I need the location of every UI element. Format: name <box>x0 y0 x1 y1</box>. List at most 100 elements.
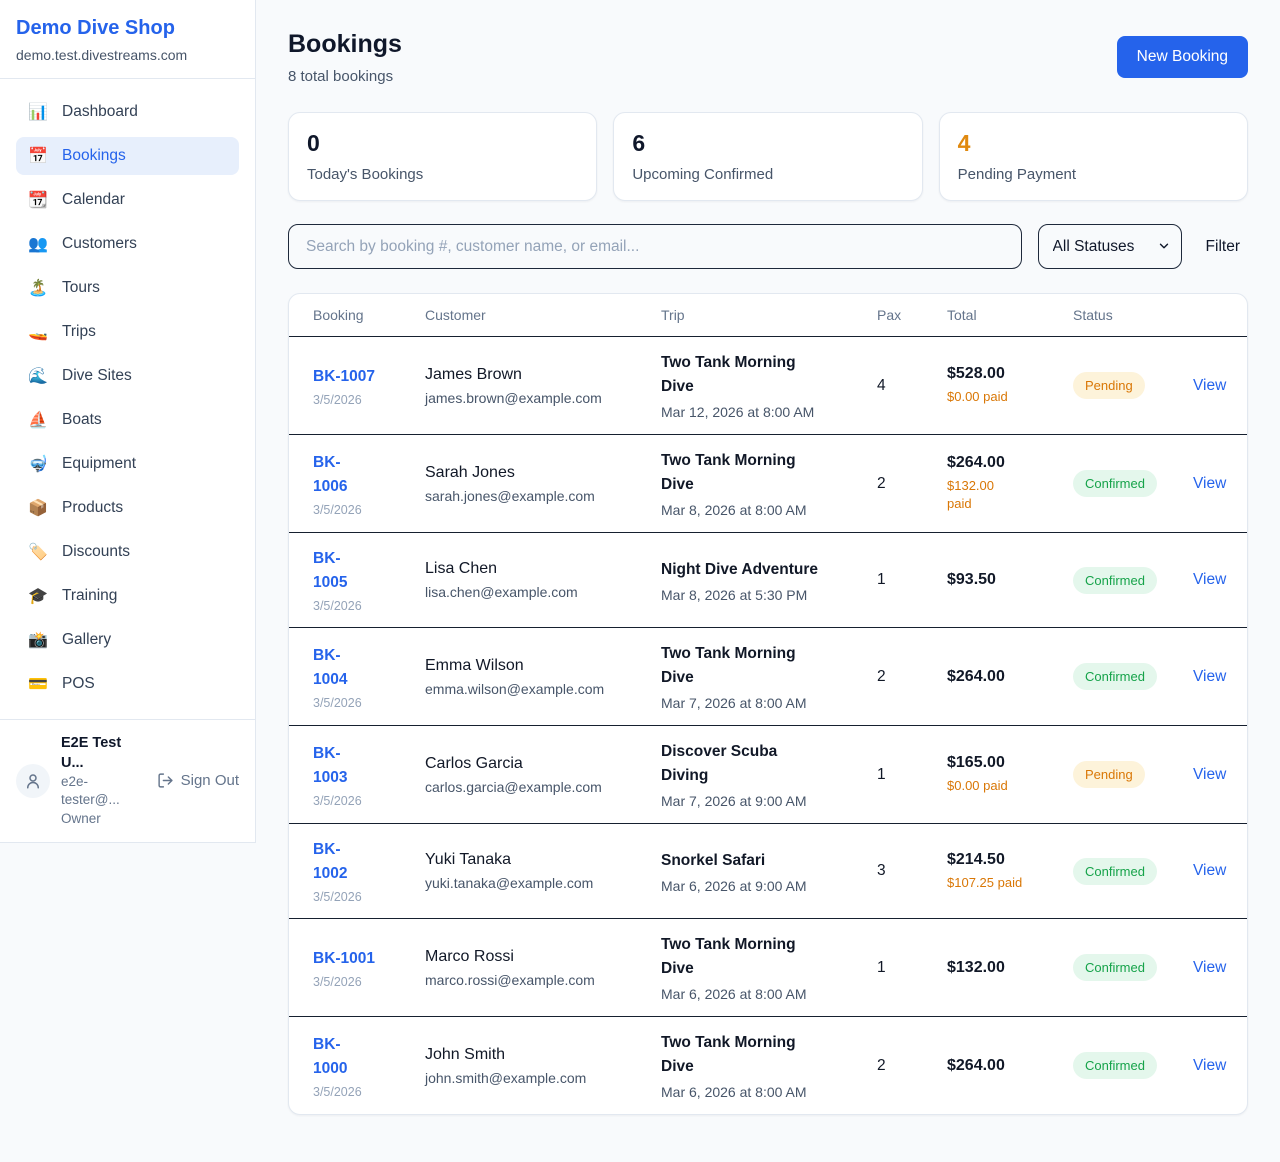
search-input[interactable] <box>288 224 1022 269</box>
stat-card-upcoming-confirmed: 6 Upcoming Confirmed <box>613 112 923 201</box>
sidebar-item-boats[interactable]: ⛵ Boats <box>16 401 239 439</box>
view-link[interactable]: View <box>1193 571 1227 588</box>
pax-count: 1 <box>877 958 886 976</box>
sidebar-item-trips[interactable]: 🚤 Trips <box>16 313 239 351</box>
sidebar-item-label: Dive Sites <box>62 367 132 384</box>
booking-id-link[interactable]: BK-1002 <box>313 841 348 882</box>
view-link[interactable]: View <box>1193 376 1227 394</box>
trip-name: Two Tank Morning Dive <box>661 645 796 686</box>
sidebar-item-calendar[interactable]: 📆 Calendar <box>16 181 239 219</box>
stats-row: 0 Today's Bookings 6 Upcoming Confirmed … <box>288 112 1248 201</box>
booking-date: 3/5/2026 <box>313 1084 362 1099</box>
table-row: BK-1006 3/5/2026 Sarah Jones sarah.jones… <box>289 434 1247 532</box>
sidebar-item-label: Discounts <box>62 543 131 560</box>
status-badge: Confirmed <box>1073 470 1157 497</box>
total-amount: $264.00 <box>947 667 1005 685</box>
view-link[interactable]: View <box>1193 765 1227 783</box>
trip-name: Two Tank Morning Dive <box>661 1034 796 1075</box>
user-footer: E2E Test U... e2e-tester@... Owner Sign … <box>0 719 255 842</box>
table-row: BK-1000 3/5/2026 John Smith john.smith@e… <box>289 1016 1247 1114</box>
pax-count: 2 <box>877 667 886 685</box>
view-link[interactable]: View <box>1193 958 1227 976</box>
table-body: BK-1007 3/5/2026 James Brown james.brown… <box>289 336 1247 1114</box>
sidebar-item-tours[interactable]: 🏝️ Tours <box>16 269 239 307</box>
booking-id-link[interactable]: BK-1004 <box>313 646 348 688</box>
booking-id-link[interactable]: BK-1005 <box>313 550 348 591</box>
customer-email: emma.wilson@example.com <box>425 680 605 697</box>
customer-name: Carlos Garcia <box>425 754 523 772</box>
column-header-total: Total <box>947 307 977 323</box>
sidebar-item-equipment[interactable]: 🤿 Equipment <box>16 445 239 483</box>
trip-datetime: Mar 8, 2026 at 5:30 PM <box>661 586 808 603</box>
view-link[interactable]: View <box>1193 474 1227 492</box>
table-header-row: Booking Customer Trip Pax Total Status <box>289 294 1247 336</box>
booking-id-link[interactable]: BK-1000 <box>313 1035 348 1077</box>
paid-amount: $0.00 paid <box>947 778 1008 793</box>
stat-card-pending-payment: 4 Pending Payment <box>938 112 1248 201</box>
view-link[interactable]: View <box>1193 667 1227 685</box>
stat-value: 6 <box>632 130 646 156</box>
pax-count: 2 <box>877 1056 886 1074</box>
user-email: e2e-tester@... <box>61 774 120 808</box>
stat-label: Upcoming Confirmed <box>632 166 774 183</box>
customer-email: john.smith@example.com <box>425 1069 587 1086</box>
pax-count: 3 <box>877 862 886 879</box>
sidebar-item-training[interactable]: 🎓 Training <box>16 577 239 615</box>
booking-id-link[interactable]: BK-1006 <box>313 453 348 495</box>
trip-datetime: Mar 7, 2026 at 8:00 AM <box>661 695 807 711</box>
trip-datetime: Mar 6, 2026 at 9:00 AM <box>661 877 807 894</box>
view-link[interactable]: View <box>1193 862 1227 879</box>
tag-icon: 🏷️ <box>28 544 48 561</box>
sidebar-item-label: Products <box>62 499 124 516</box>
trip-name: Two Tank Morning Dive <box>661 936 796 977</box>
table-row: BK-1001 3/5/2026 Marco Rossi marco.rossi… <box>289 918 1247 1016</box>
speedboat-icon: 🚤 <box>28 324 48 341</box>
customer-name: Sarah Jones <box>425 463 515 481</box>
camera-icon: 📸 <box>28 632 48 649</box>
view-link[interactable]: View <box>1193 1056 1227 1074</box>
new-booking-button[interactable]: New Booking <box>1116 36 1248 78</box>
booking-date: 3/5/2026 <box>313 502 362 517</box>
column-header-booking: Booking <box>313 307 364 323</box>
sidebar-item-discounts[interactable]: 🏷️ Discounts <box>16 533 239 571</box>
trip-datetime: Mar 12, 2026 at 8:00 AM <box>661 404 815 420</box>
status-badge: Confirmed <box>1073 954 1157 981</box>
sidebar-item-products[interactable]: 📦 Products <box>16 489 239 527</box>
user-info: E2E Test U... e2e-tester@... Owner <box>61 734 146 828</box>
trip-name: Two Tank Morning Dive <box>661 452 796 493</box>
booking-id-link[interactable]: BK-1001 <box>313 949 376 967</box>
status-filter-select[interactable]: All Statuses <box>1037 224 1182 269</box>
filter-button[interactable]: Filter <box>1198 238 1248 256</box>
column-header-trip: Trip <box>661 307 685 323</box>
trip-datetime: Mar 6, 2026 at 8:00 AM <box>661 1084 807 1100</box>
column-header-customer: Customer <box>425 307 486 323</box>
pax-count: 2 <box>877 474 886 492</box>
sidebar-item-gallery[interactable]: 📸 Gallery <box>16 621 239 659</box>
page-subtitle: 8 total bookings <box>288 68 394 85</box>
sidebar-item-label: Dashboard <box>62 103 138 120</box>
customer-email: carlos.garcia@example.com <box>425 778 602 795</box>
bar-chart-icon: 📊 <box>28 104 48 121</box>
stat-value: 4 <box>957 130 971 156</box>
booking-id-link[interactable]: BK-1003 <box>313 744 348 786</box>
calendar-bookings-icon: 📅 <box>28 148 48 165</box>
table-row: BK-1004 3/5/2026 Emma Wilson emma.wilson… <box>289 627 1247 725</box>
booking-date: 3/5/2026 <box>313 695 362 710</box>
sidebar-item-label: Customers <box>62 235 137 252</box>
booking-id-link[interactable]: BK-1007 <box>313 367 376 385</box>
brand-block: Demo Dive Shop demo.test.divestreams.com <box>0 0 255 79</box>
status-badge: Confirmed <box>1073 663 1157 690</box>
sidebar-item-dive-sites[interactable]: 🌊 Dive Sites <box>16 357 239 395</box>
sidebar-item-bookings[interactable]: 📅 Bookings <box>16 137 239 175</box>
trip-datetime: Mar 7, 2026 at 9:00 AM <box>661 793 807 809</box>
sidebar-item-dashboard[interactable]: 📊 Dashboard <box>16 93 239 131</box>
calendar-icon: 📆 <box>28 192 48 209</box>
booking-date: 3/5/2026 <box>313 392 362 407</box>
graduation-cap-icon: 🎓 <box>28 588 48 605</box>
sidebar-item-label: Calendar <box>62 191 125 208</box>
sidebar-item-pos[interactable]: 💳 POS <box>16 665 239 703</box>
sign-out-button[interactable]: Sign Out <box>157 772 239 789</box>
customer-name: James Brown <box>425 365 522 383</box>
customer-name: Emma Wilson <box>425 656 524 674</box>
sidebar-item-customers[interactable]: 👥 Customers <box>16 225 239 263</box>
